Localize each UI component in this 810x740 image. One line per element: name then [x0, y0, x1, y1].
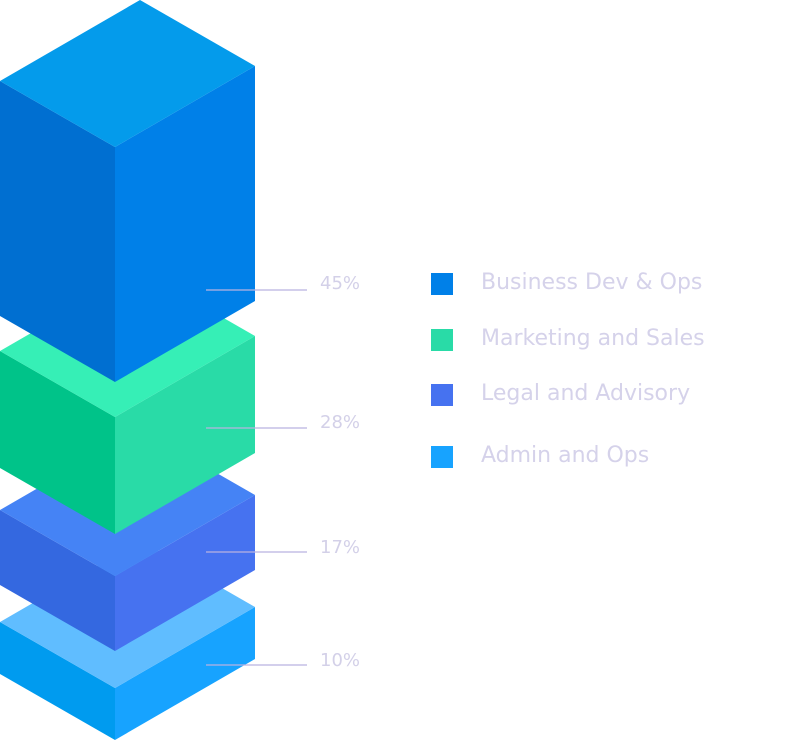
- block-right-face: [115, 607, 255, 740]
- block-right-face: [115, 66, 255, 382]
- legend-swatch: [431, 446, 453, 468]
- block-left-face: [0, 351, 115, 534]
- legend-label: Admin and Ops: [481, 443, 650, 468]
- block-left-face: [0, 622, 115, 740]
- legend-swatch: [431, 329, 453, 351]
- value-label-business-dev: 45%: [320, 273, 361, 294]
- block-right-face: [115, 336, 255, 534]
- value-label-admin: 10%: [320, 650, 361, 671]
- value-label-marketing: 28%: [320, 412, 361, 433]
- block-left-face: [0, 81, 115, 382]
- block-right-face: [115, 495, 255, 651]
- value-label-legal: 17%: [320, 537, 361, 558]
- legend-label: Marketing and Sales: [481, 326, 705, 351]
- legend-label: Legal and Advisory: [481, 381, 691, 406]
- legend-swatch: [431, 384, 453, 406]
- block-left-face: [0, 510, 115, 651]
- legend-swatch: [431, 273, 453, 295]
- legend-label: Business Dev & Ops: [481, 270, 703, 295]
- block-business-dev: [0, 0, 255, 382]
- block-top-face: [0, 0, 255, 147]
